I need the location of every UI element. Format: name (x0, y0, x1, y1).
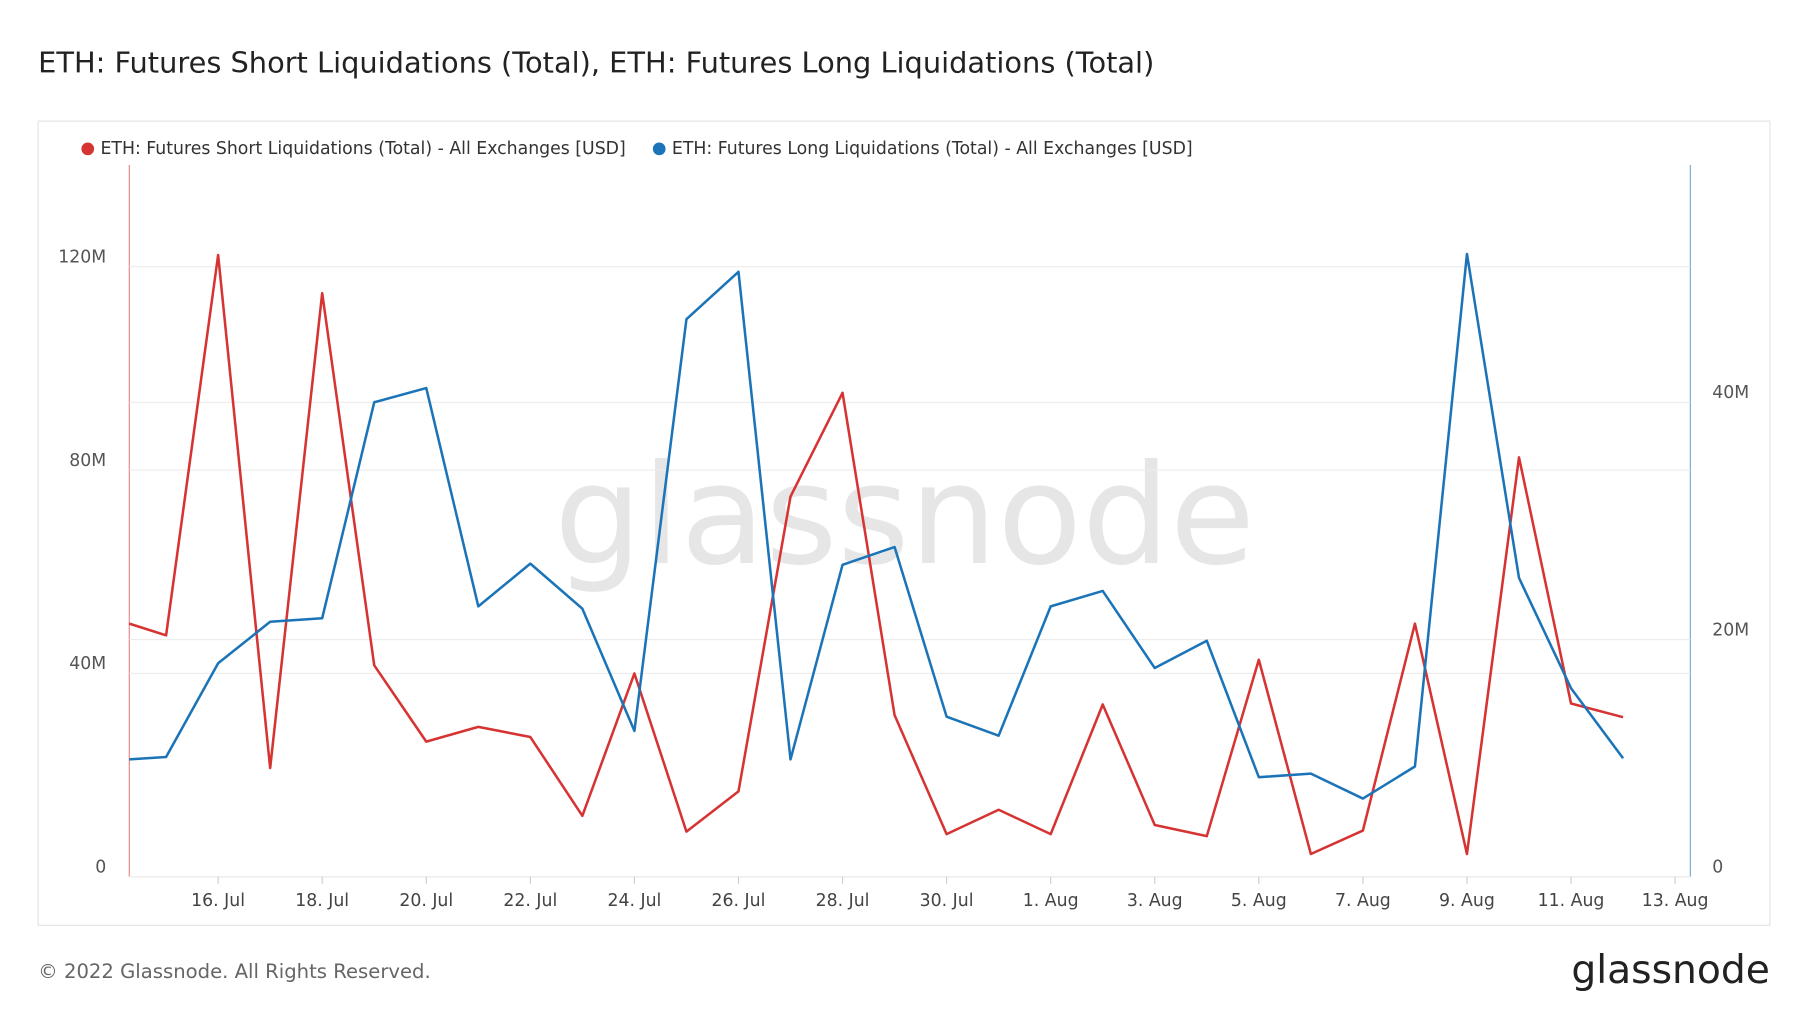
watermark: glassnode (554, 434, 1255, 596)
series-line (128, 253, 1624, 856)
y-tick-label: 120M (58, 247, 106, 267)
y-tick-label: 0 (95, 858, 106, 878)
x-tick-label: 3. Aug (1127, 891, 1183, 911)
legend-label: ETH: Futures Short Liquidations (Total) … (100, 139, 625, 159)
series-line (129, 252, 1625, 800)
y2-tick-label: 40M (1712, 383, 1749, 403)
x-tick-label: 24. Jul (607, 891, 661, 911)
logo: glassnode (1571, 948, 1770, 993)
legend-label: ETH: Futures Long Liquidations (Total) -… (672, 139, 1193, 159)
x-tick-label: 9. Aug (1439, 891, 1495, 911)
y2-tick-label: 20M (1712, 620, 1749, 640)
x-tick-label: 30. Jul (920, 891, 974, 911)
legend-marker (652, 142, 666, 156)
x-tick-label: 16. Jul (191, 891, 245, 911)
x-tick-label: 7. Aug (1335, 891, 1391, 911)
x-tick-label: 1. Aug (1023, 891, 1079, 911)
y2-tick-label: 0 (1712, 858, 1723, 878)
x-tick-label: 13. Aug (1642, 891, 1709, 911)
chart-title: ETH: Futures Short Liquidations (Total),… (38, 46, 1154, 80)
x-tick-label: 18. Jul (295, 891, 349, 911)
chart-frame (37, 120, 1771, 926)
x-tick-label: 26. Jul (712, 891, 766, 911)
x-tick-label: 20. Jul (399, 891, 453, 911)
x-tick-label: 28. Jul (816, 891, 870, 911)
y-tick-label: 80M (69, 451, 106, 471)
x-tick-label: 5. Aug (1231, 891, 1287, 911)
y-tick-label: 40M (69, 654, 106, 674)
legend-marker (81, 142, 95, 156)
x-tick-label: 11. Aug (1538, 891, 1605, 911)
footer: © 2022 Glassnode. All Rights Reserved. (38, 960, 431, 983)
x-tick-label: 22. Jul (503, 891, 557, 911)
